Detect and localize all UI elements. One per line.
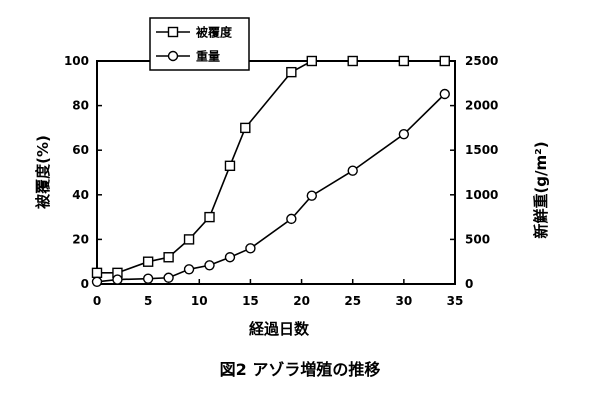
data-point-square	[91, 267, 103, 279]
left-y-tick-label: 100	[64, 54, 89, 68]
x-tick-label: 20	[293, 294, 310, 308]
legend-box	[149, 17, 250, 71]
data-point-circle	[306, 190, 317, 201]
series-lines	[96, 60, 446, 283]
x-tick-label: 15	[242, 294, 259, 308]
data-point-circle	[286, 213, 297, 225]
data-point-circle	[183, 264, 195, 275]
legend-label: 重量	[196, 49, 220, 64]
data-point-circle	[204, 260, 215, 271]
data-point-circle	[224, 252, 236, 263]
plot-frame	[96, 60, 456, 285]
right-y-tick-label: 500	[465, 232, 490, 246]
data-point-circle	[112, 274, 123, 285]
data-point-circle	[163, 272, 174, 283]
series-markers	[91, 55, 450, 287]
series-line-square	[97, 60, 445, 274]
data-point-square	[286, 66, 297, 78]
data-point-circle	[142, 273, 154, 284]
data-point-square	[439, 55, 450, 67]
right-y-tick-label: 1000	[465, 188, 498, 202]
right-y-tick-label: 0	[465, 277, 473, 291]
data-point-square	[240, 122, 251, 134]
data-point-square	[163, 252, 174, 263]
right-y-tick-label: 2000	[465, 99, 498, 113]
tick-marks	[96, 60, 456, 285]
data-point-square	[306, 55, 317, 67]
data-point-square	[398, 55, 410, 67]
data-point-square	[142, 256, 154, 267]
data-point-circle	[398, 128, 410, 140]
x-tick-label: 0	[93, 294, 101, 308]
left-y-axis-label: 被覆度(%)	[34, 135, 52, 209]
data-point-circle	[347, 165, 358, 176]
x-axis-label: 経過日数	[249, 320, 310, 338]
x-tick-label: 30	[396, 294, 413, 308]
x-tick-label: 5	[144, 294, 152, 308]
legend-label: 被覆度	[196, 25, 233, 40]
legend-circle-marker	[167, 50, 179, 62]
right-y-axis-label: 新鮮重(g/m²)	[532, 141, 550, 238]
x-tick-label: 10	[191, 294, 208, 308]
data-point-square	[183, 234, 195, 245]
figure-caption: 図2 アゾラ増殖の推移	[220, 360, 381, 379]
right-y-tick-label: 1500	[465, 143, 498, 157]
axes-frame	[96, 60, 456, 285]
data-point-circle	[91, 276, 103, 287]
data-point-square	[347, 55, 358, 67]
left-y-tick-label: 60	[72, 143, 89, 157]
legend-square-marker	[167, 26, 179, 38]
left-y-tick-label: 0	[81, 277, 89, 291]
left-y-tick-label: 20	[72, 232, 89, 246]
data-point-circle	[439, 88, 450, 100]
data-point-square	[204, 211, 215, 223]
series-line-circle	[96, 93, 446, 283]
data-point-circle	[245, 243, 256, 254]
left-y-tick-label: 40	[72, 188, 89, 202]
x-tick-label: 35	[447, 294, 464, 308]
x-tick-label: 25	[344, 294, 361, 308]
data-point-square	[224, 160, 236, 172]
left-y-tick-label: 80	[72, 99, 89, 113]
right-y-tick-label: 2500	[465, 54, 498, 68]
